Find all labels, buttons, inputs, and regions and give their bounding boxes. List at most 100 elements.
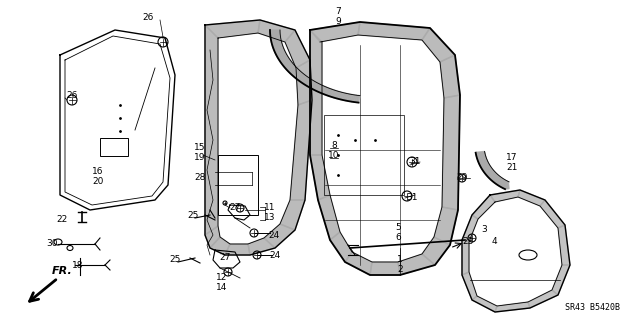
Text: 9: 9	[335, 18, 341, 26]
Text: 2: 2	[397, 265, 403, 275]
Polygon shape	[300, 76, 308, 82]
Polygon shape	[495, 302, 530, 312]
Polygon shape	[317, 85, 324, 92]
Text: 3: 3	[481, 226, 487, 234]
Polygon shape	[489, 173, 497, 179]
Polygon shape	[296, 74, 305, 79]
Polygon shape	[332, 91, 337, 98]
Text: 20: 20	[92, 177, 104, 187]
Polygon shape	[270, 33, 280, 34]
Text: 25: 25	[188, 211, 198, 219]
Polygon shape	[486, 170, 493, 175]
Polygon shape	[498, 179, 504, 186]
Polygon shape	[270, 30, 280, 31]
Polygon shape	[280, 58, 289, 62]
Polygon shape	[484, 168, 493, 174]
Polygon shape	[497, 178, 503, 185]
Polygon shape	[492, 175, 499, 182]
Polygon shape	[319, 86, 325, 93]
Polygon shape	[499, 179, 504, 186]
Polygon shape	[271, 40, 281, 42]
Text: 21: 21	[506, 164, 518, 173]
Polygon shape	[333, 91, 339, 98]
Text: 17: 17	[506, 153, 518, 162]
Polygon shape	[496, 178, 502, 185]
Polygon shape	[348, 94, 352, 101]
Polygon shape	[356, 95, 360, 103]
Polygon shape	[225, 244, 250, 255]
Polygon shape	[276, 53, 287, 57]
Text: 31: 31	[406, 194, 418, 203]
Text: 5: 5	[395, 224, 401, 233]
Text: 7: 7	[335, 8, 341, 17]
Polygon shape	[282, 61, 292, 65]
Bar	[324, 115, 404, 195]
Polygon shape	[478, 159, 487, 162]
Polygon shape	[528, 290, 558, 308]
Polygon shape	[271, 37, 281, 39]
Polygon shape	[273, 45, 283, 48]
Text: SR43 B5420B: SR43 B5420B	[565, 303, 620, 312]
Polygon shape	[340, 93, 346, 100]
Polygon shape	[487, 171, 495, 177]
Text: 16: 16	[92, 167, 104, 176]
Polygon shape	[337, 92, 342, 99]
Polygon shape	[478, 159, 487, 163]
Polygon shape	[275, 49, 284, 52]
Text: 13: 13	[264, 212, 276, 221]
Bar	[100, 138, 128, 156]
Polygon shape	[462, 272, 477, 300]
Polygon shape	[310, 155, 330, 200]
Polygon shape	[258, 20, 295, 42]
Polygon shape	[280, 200, 305, 230]
Text: 10: 10	[328, 151, 340, 160]
Polygon shape	[472, 195, 495, 219]
Polygon shape	[490, 190, 520, 202]
Polygon shape	[330, 232, 352, 262]
Polygon shape	[495, 177, 501, 183]
Polygon shape	[422, 237, 450, 265]
Polygon shape	[398, 254, 435, 275]
Text: 28: 28	[195, 174, 205, 182]
Polygon shape	[481, 163, 489, 167]
Polygon shape	[370, 262, 400, 275]
Polygon shape	[355, 95, 358, 102]
Polygon shape	[490, 173, 497, 180]
Polygon shape	[322, 87, 328, 94]
Polygon shape	[310, 30, 322, 155]
Polygon shape	[325, 88, 331, 95]
Polygon shape	[291, 70, 300, 75]
Polygon shape	[272, 43, 282, 46]
Polygon shape	[479, 161, 488, 165]
Polygon shape	[472, 296, 497, 312]
Polygon shape	[281, 60, 291, 64]
Polygon shape	[271, 41, 282, 43]
Polygon shape	[264, 224, 295, 248]
Polygon shape	[486, 170, 494, 176]
Text: 18: 18	[72, 261, 84, 270]
Polygon shape	[462, 240, 469, 275]
Polygon shape	[477, 156, 486, 159]
Polygon shape	[311, 83, 318, 89]
Polygon shape	[477, 158, 486, 161]
Polygon shape	[346, 94, 350, 101]
Polygon shape	[296, 60, 312, 105]
Polygon shape	[279, 56, 289, 61]
Text: 12: 12	[216, 273, 228, 283]
Polygon shape	[270, 33, 280, 35]
Polygon shape	[294, 73, 303, 78]
Polygon shape	[285, 64, 294, 69]
Text: 15: 15	[195, 144, 205, 152]
Polygon shape	[330, 90, 336, 97]
Text: 23: 23	[462, 238, 474, 247]
Polygon shape	[351, 95, 355, 102]
Polygon shape	[440, 55, 460, 98]
Polygon shape	[476, 154, 485, 157]
Text: 6: 6	[395, 234, 401, 242]
Polygon shape	[270, 35, 280, 37]
Polygon shape	[273, 47, 284, 49]
Polygon shape	[271, 38, 281, 41]
Polygon shape	[477, 155, 486, 157]
Polygon shape	[301, 77, 309, 83]
Polygon shape	[318, 195, 340, 240]
